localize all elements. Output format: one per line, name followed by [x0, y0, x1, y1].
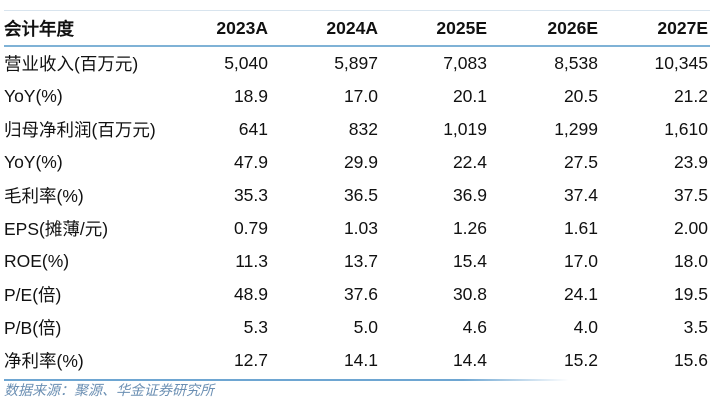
row-value: 19.5 — [673, 284, 708, 304]
row-value: 18.0 — [673, 251, 708, 271]
source-note: 数据来源：聚源、华金证券研究所 — [4, 382, 214, 398]
row-value: 4.6 — [462, 317, 487, 337]
row-value: 22.4 — [452, 152, 487, 172]
bottom-rule — [4, 379, 710, 381]
row-label: ROE(%) — [4, 251, 70, 271]
row-value: 15.4 — [452, 251, 487, 271]
row-value: 5.0 — [353, 317, 378, 337]
row-value: 23.9 — [673, 152, 708, 172]
row-value: 27.5 — [563, 152, 598, 172]
row-value: 10,345 — [654, 53, 708, 73]
table-row: 毛利率(%) 35.3 36.5 36.9 37.4 37.5 — [4, 179, 710, 212]
row-value: 37.4 — [563, 185, 598, 205]
row-value: 5,897 — [334, 53, 378, 73]
table-row: P/E(倍) 48.9 37.6 30.8 24.1 19.5 — [4, 278, 710, 311]
row-value: 17.0 — [343, 86, 378, 106]
header-year: 2026E — [547, 18, 598, 38]
header-label: 会计年度 — [4, 19, 74, 39]
table-row: 归母净利润(百万元) 641 832 1,019 1,299 1,610 — [4, 113, 710, 146]
table-row: EPS(摊薄/元) 0.79 1.03 1.26 1.61 2.00 — [4, 212, 710, 245]
row-value: 48.9 — [233, 284, 268, 304]
row-value: 1,610 — [664, 119, 708, 139]
header-year: 2025E — [436, 18, 487, 38]
row-value: 2.00 — [673, 218, 708, 238]
row-value: 36.9 — [452, 185, 487, 205]
row-value: 1.61 — [563, 218, 598, 238]
row-label: 归母净利润(百万元) — [4, 120, 156, 140]
row-label: 净利率(%) — [4, 351, 84, 371]
row-value: 1.03 — [343, 218, 378, 238]
table-row: 净利率(%) 12.7 14.1 14.4 15.2 15.6 — [4, 344, 710, 377]
header-year: 2023A — [216, 18, 268, 38]
row-value: 1.26 — [452, 218, 487, 238]
row-value: 641 — [238, 119, 268, 139]
row-value: 21.2 — [673, 86, 708, 106]
row-value: 13.7 — [343, 251, 378, 271]
row-value: 4.0 — [573, 317, 598, 337]
row-label: P/E(倍) — [4, 285, 62, 305]
header-year: 2027E — [657, 18, 708, 38]
row-label: YoY(%) — [4, 152, 63, 172]
top-rule — [4, 10, 710, 11]
row-value: 11.3 — [235, 251, 268, 271]
row-value: 832 — [348, 119, 378, 139]
row-value: 1,299 — [554, 119, 598, 139]
row-label: 营业收入(百万元) — [4, 54, 139, 74]
table-row: ROE(%) 11.3 13.7 15.4 17.0 18.0 — [4, 245, 710, 278]
row-value: 18.9 — [233, 86, 268, 106]
row-value: 12.7 — [233, 350, 268, 370]
row-value: 20.5 — [563, 86, 598, 106]
row-label: P/B(倍) — [4, 318, 62, 338]
row-value: 8,538 — [554, 53, 598, 73]
row-value: 14.1 — [343, 350, 378, 370]
row-value: 35.3 — [233, 185, 268, 205]
table-row: 营业收入(百万元) 5,040 5,897 7,083 8,538 10,345 — [4, 47, 710, 80]
table-row: YoY(%) 47.9 29.9 22.4 27.5 23.9 — [4, 146, 710, 179]
row-value: 29.9 — [343, 152, 378, 172]
row-label: EPS(摊薄/元) — [4, 219, 109, 239]
table-row: P/B(倍) 5.3 5.0 4.6 4.0 3.5 — [4, 311, 710, 344]
row-value: 3.5 — [683, 317, 708, 337]
row-value: 5.3 — [243, 317, 268, 337]
table-row: YoY(%) 18.9 17.0 20.1 20.5 21.2 — [4, 80, 710, 113]
row-value: 14.4 — [452, 350, 487, 370]
row-label: YoY(%) — [4, 86, 63, 106]
row-value: 15.6 — [673, 350, 708, 370]
table-body: 营业收入(百万元) 5,040 5,897 7,083 8,538 10,345 YoY(%… — [4, 47, 710, 377]
row-value: 36.5 — [343, 185, 378, 205]
table-header-row: 会计年度 2023A 2024A 2025E 2026E 2027E — [4, 12, 710, 47]
row-value: 1,019 — [443, 119, 487, 139]
row-value: 24.1 — [563, 284, 598, 304]
header-year: 2024A — [326, 18, 378, 38]
row-value: 37.6 — [343, 284, 378, 304]
financial-forecast-table: 会计年度 2023A 2024A 2025E 2026E 2027E 营业收入(… — [4, 12, 710, 381]
row-value: 15.2 — [563, 350, 598, 370]
row-value: 7,083 — [443, 53, 487, 73]
row-value: 17.0 — [563, 251, 598, 271]
row-value: 20.1 — [452, 86, 487, 106]
row-value: 0.79 — [233, 218, 268, 238]
row-value: 47.9 — [233, 152, 268, 172]
row-value: 5,040 — [224, 53, 268, 73]
row-value: 37.5 — [673, 185, 708, 205]
row-value: 30.8 — [452, 284, 487, 304]
row-label: 毛利率(%) — [4, 186, 84, 206]
